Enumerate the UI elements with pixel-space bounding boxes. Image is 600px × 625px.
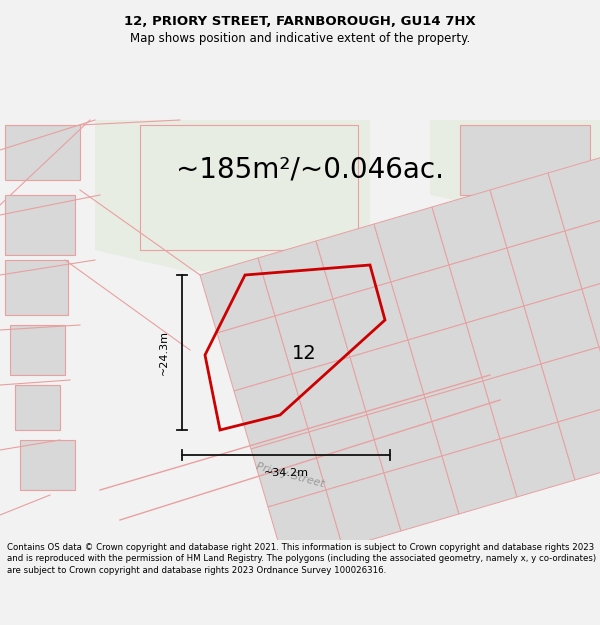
Polygon shape <box>432 190 507 265</box>
Polygon shape <box>316 224 391 299</box>
Polygon shape <box>466 306 541 381</box>
Polygon shape <box>565 214 600 289</box>
Polygon shape <box>258 241 333 316</box>
Polygon shape <box>10 325 65 375</box>
Polygon shape <box>217 316 292 391</box>
Polygon shape <box>326 473 401 548</box>
Polygon shape <box>391 265 466 340</box>
Polygon shape <box>251 432 326 507</box>
Polygon shape <box>500 422 575 497</box>
Polygon shape <box>442 439 517 514</box>
Polygon shape <box>200 258 275 333</box>
Text: ~185m²/~0.046ac.: ~185m²/~0.046ac. <box>176 156 444 184</box>
Text: ~24.3m: ~24.3m <box>159 330 169 375</box>
Text: 12: 12 <box>292 344 317 363</box>
Polygon shape <box>5 195 75 255</box>
Polygon shape <box>425 381 500 456</box>
Polygon shape <box>367 398 442 473</box>
Text: Contains OS data © Crown copyright and database right 2021. This information is : Contains OS data © Crown copyright and d… <box>7 542 596 575</box>
Polygon shape <box>15 385 60 430</box>
Polygon shape <box>430 120 600 210</box>
Polygon shape <box>548 156 600 231</box>
Polygon shape <box>95 120 370 275</box>
Polygon shape <box>333 282 408 357</box>
Polygon shape <box>558 405 600 480</box>
Text: 12, PRIORY STREET, FARNBOROUGH, GU14 7HX: 12, PRIORY STREET, FARNBOROUGH, GU14 7HX <box>124 15 476 28</box>
Polygon shape <box>309 415 384 490</box>
Polygon shape <box>384 456 459 531</box>
Polygon shape <box>449 248 524 323</box>
Polygon shape <box>490 173 565 248</box>
Polygon shape <box>374 207 449 282</box>
Polygon shape <box>20 440 75 490</box>
Polygon shape <box>460 125 590 195</box>
Polygon shape <box>582 272 600 347</box>
Polygon shape <box>507 231 582 306</box>
Polygon shape <box>350 340 425 415</box>
Text: Map shows position and indicative extent of the property.: Map shows position and indicative extent… <box>130 32 470 45</box>
Polygon shape <box>5 125 80 180</box>
Polygon shape <box>268 490 343 565</box>
Polygon shape <box>524 289 599 364</box>
Polygon shape <box>292 357 367 432</box>
Polygon shape <box>541 347 600 422</box>
Polygon shape <box>408 323 483 398</box>
Polygon shape <box>5 260 68 315</box>
Text: Priory Street: Priory Street <box>255 461 325 489</box>
Text: ~34.2m: ~34.2m <box>263 468 308 478</box>
Polygon shape <box>483 364 558 439</box>
Polygon shape <box>234 374 309 449</box>
Polygon shape <box>275 299 350 374</box>
